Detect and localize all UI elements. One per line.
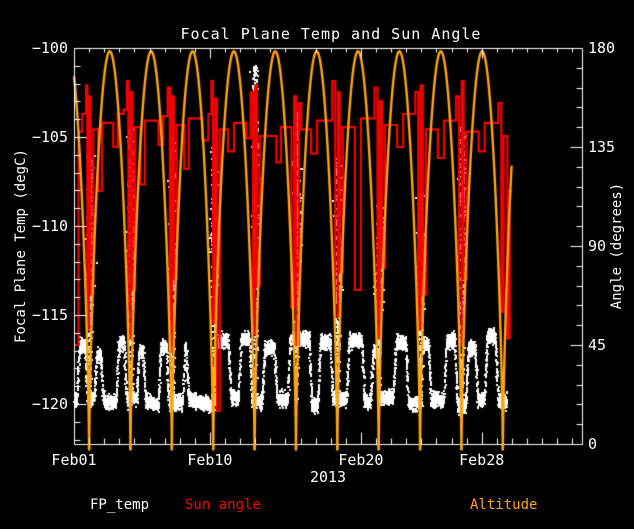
legend-item-fp-temp: FP_temp [90,497,150,513]
chart-title: Focal Plane Temp and Sun Angle [180,25,482,43]
x-tick-label: Feb10 [187,451,233,469]
right-axis-title: Angle (degrees) [609,182,625,310]
x-tick-label: Feb20 [338,451,384,469]
left-axis-title: Focal Plane Temp (degC) [13,149,29,343]
left-tick-label: −115 [31,305,68,324]
right-tick-label: 135 [588,138,616,156]
left-tick-label: −120 [31,394,68,413]
x-axis-year-label: 2013 [309,468,347,486]
right-tick-label: 45 [588,336,607,354]
x-tick-label: Feb28 [459,451,505,469]
legend-item-sun-angle: Sun angle [185,497,261,513]
legend-item-altitude: Altitude [470,497,538,513]
left-tick-label: −110 [31,216,68,235]
x-tick-label: Feb01 [51,451,97,469]
left-tick-label: −100 [31,39,68,57]
right-tick-label: 90 [588,237,607,255]
left-tick-label: −105 [31,127,68,146]
right-tick-label: 180 [588,39,616,57]
right-tick-label: 0 [588,435,598,453]
